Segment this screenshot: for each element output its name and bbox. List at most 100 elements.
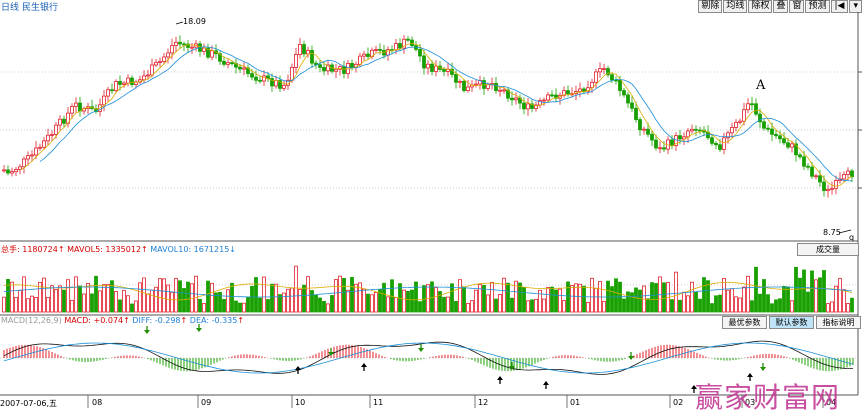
toolbar-button-exclude[interactable]: 剔除 [698, 0, 723, 13]
optimal-params-button[interactable]: 最优参数 [722, 316, 767, 329]
candle-body [578, 88, 582, 92]
volume-bar [710, 303, 714, 313]
candle-body [842, 174, 846, 180]
candle-body [102, 95, 106, 106]
candle-body [106, 89, 110, 97]
dea-value: DEA: -0.335 [189, 316, 238, 325]
volume-bar [498, 294, 502, 313]
candle-body [530, 103, 534, 109]
volume-bar [586, 301, 590, 313]
volume-bar [158, 278, 162, 313]
volume-bar [834, 285, 838, 313]
candle-body [38, 146, 42, 149]
volume-bar [354, 283, 358, 313]
volume-bar [818, 277, 822, 313]
volume-bar [94, 275, 98, 313]
volume-bar [742, 286, 746, 313]
candle-body [306, 50, 310, 55]
volume-bar [554, 289, 558, 313]
volume-bar [346, 289, 350, 313]
volume-bar [90, 293, 94, 313]
toolbar-button-rights[interactable]: 除权 [748, 0, 773, 13]
volume-bar [738, 297, 742, 313]
volume-bar [490, 282, 494, 313]
volume-bar [614, 278, 618, 313]
volume-bar [22, 276, 26, 313]
toolbar-button-window[interactable]: 窗 [789, 0, 805, 13]
volume-bar [290, 287, 294, 313]
candle-body [654, 139, 658, 149]
chart-toolbar: 剔除 均线 除权 叠 窗 预测 |◀ ▾ [697, 0, 862, 13]
volume-bar [454, 300, 458, 313]
candle-body [542, 99, 546, 102]
watermark-logo: 赢家财富网 [695, 381, 841, 414]
candle-body [850, 170, 854, 178]
volume-bar [494, 298, 498, 313]
candle-body [350, 62, 354, 68]
candle-body [642, 128, 646, 131]
toolbar-button-overlay[interactable]: 叠 [773, 0, 789, 13]
first-page-icon[interactable]: |◀ [830, 0, 849, 13]
candle-body [418, 49, 422, 57]
volume-bar [14, 297, 18, 313]
candle-body [834, 180, 838, 189]
volume-bar [402, 289, 406, 313]
volume-bar [822, 270, 826, 313]
sell-arrow-icon [144, 330, 150, 334]
candle-body [310, 50, 314, 64]
candle-body [178, 41, 182, 45]
candle-body [22, 158, 26, 168]
volume-bar [410, 289, 414, 313]
candle-body [790, 143, 794, 148]
default-params-button[interactable]: 默认参数 [769, 316, 814, 329]
candle-body [26, 155, 30, 160]
candle-body [282, 84, 286, 89]
volume-bar [558, 288, 562, 313]
month-label-11: 11 [373, 398, 384, 407]
candle-body [462, 80, 466, 91]
candle-body [318, 64, 322, 68]
volume-bar [262, 276, 266, 313]
candle-body [502, 89, 506, 92]
candle-body [562, 90, 566, 96]
buy-arrow-icon [295, 366, 301, 370]
candle-body [226, 62, 230, 65]
candle-body [634, 107, 638, 120]
sell-arrow-icon [196, 328, 202, 332]
volume-bar [6, 278, 10, 313]
month-label-03: 03 [745, 398, 756, 407]
buy-arrow-icon [543, 381, 549, 385]
candle-body [730, 127, 734, 134]
month-label-01: 01 [570, 398, 581, 407]
volume-bar [734, 296, 738, 313]
candle-body [598, 68, 602, 73]
volume-bar [306, 276, 310, 313]
volume-bar [282, 292, 286, 313]
toolbar-button-forecast[interactable]: 预测 [805, 0, 830, 13]
chart-period: 日线 [1, 3, 20, 13]
volume-bar [846, 303, 850, 313]
macd-buttons: 最优参数 默认参数 指标说明 [720, 316, 861, 329]
candle-body [230, 62, 234, 65]
candle-body [6, 169, 10, 174]
candle-body [302, 44, 306, 55]
toolbar-button-ma[interactable]: 均线 [723, 0, 748, 13]
candle-body [814, 175, 818, 178]
buy-arrow-icon [361, 363, 367, 367]
volume-bar [714, 295, 718, 313]
volume-bar [126, 295, 130, 313]
candle-body [410, 39, 414, 46]
candle-body [650, 133, 654, 141]
candle-body [606, 68, 610, 76]
volume-bar [30, 295, 34, 313]
candle-body [662, 147, 666, 150]
volume-bar [674, 271, 678, 313]
volume-bar [806, 291, 810, 313]
low-price-suffix: q [849, 233, 855, 242]
volume-indicator-dropdown[interactable]: 成交量 [797, 243, 859, 256]
candle-body [610, 74, 614, 81]
candle-body [810, 166, 814, 177]
indicator-help-button[interactable]: 指标说明 [816, 316, 861, 329]
macd-dea-line [3, 342, 854, 374]
